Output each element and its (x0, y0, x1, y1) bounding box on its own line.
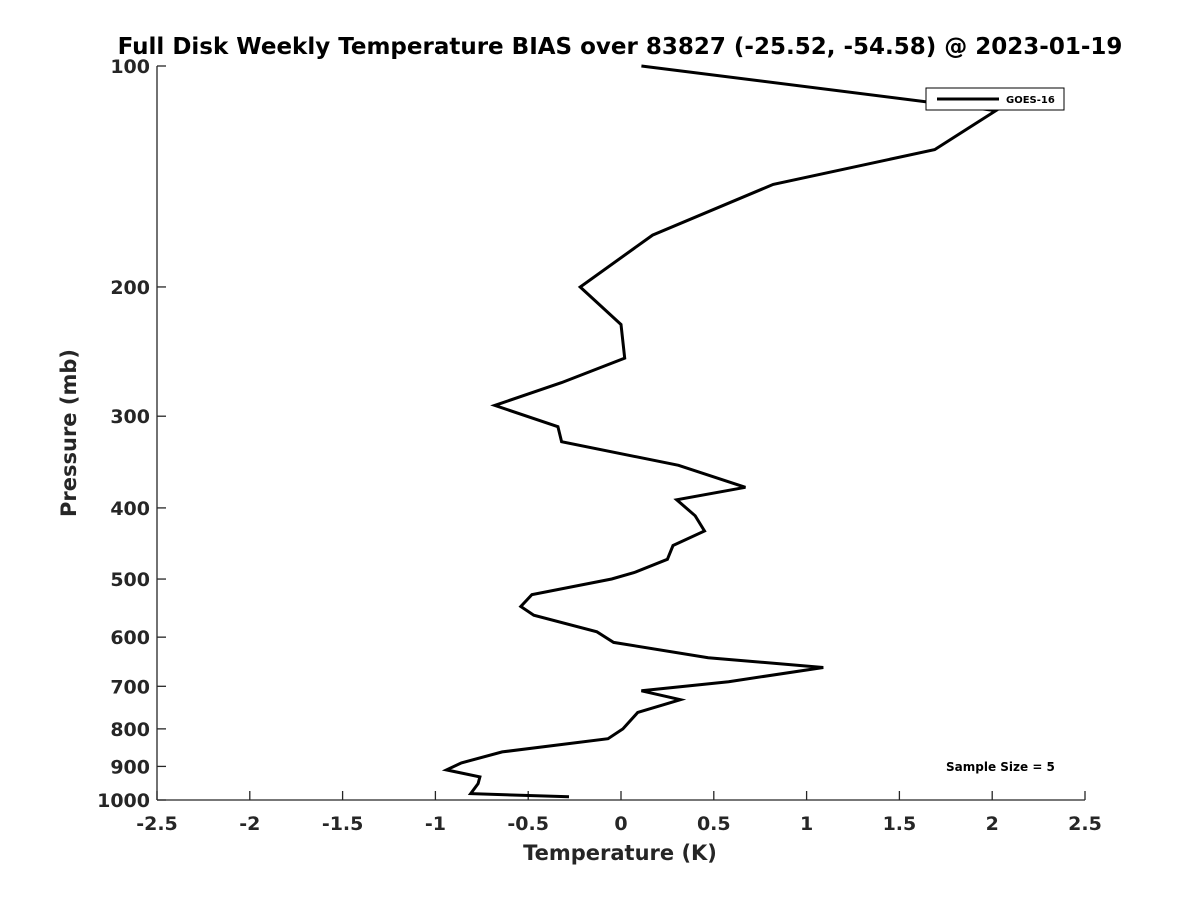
x-tick-label: 0 (614, 813, 627, 835)
y-tick-label: 700 (110, 676, 150, 698)
x-tick-label: -0.5 (507, 813, 549, 835)
x-tick-label: -2 (239, 813, 260, 835)
x-tick-label: -2.5 (136, 813, 178, 835)
series-line-goes-16 (441, 64, 1001, 799)
y-tick-label: 200 (110, 277, 150, 299)
x-axis-label: Temperature (K) (523, 841, 717, 865)
x-tick-label: -1.5 (322, 813, 364, 835)
y-tick-label: 300 (110, 406, 150, 428)
y-tick-label: 500 (110, 569, 150, 591)
y-tick-label: 1000 (97, 790, 150, 812)
y-tick-label: 800 (110, 719, 150, 741)
y-tick-label: 900 (110, 756, 150, 778)
y-tick-label: 100 (110, 56, 150, 78)
x-tick-label: -1 (425, 813, 446, 835)
x-axis-ticks: -2.5 -2 -1.5 -1 -0.5 0 0.5 1 1.5 2 2.5 (136, 791, 1102, 835)
legend-entry-goes-16: GOES-16 (1006, 95, 1055, 106)
y-tick-label: 400 (110, 498, 150, 520)
y-axis-label: Pressure (mb) (57, 349, 81, 517)
x-tick-label: 1.5 (883, 813, 917, 835)
sample-size-annotation: Sample Size = 5 (946, 760, 1055, 774)
series-group (441, 64, 1001, 799)
y-axis-ticks: 100 200 300 400 500 600 700 800 900 1000 (97, 56, 166, 812)
y-tick-label: 600 (110, 627, 150, 649)
axes (156, 66, 1085, 801)
x-tick-label: 2 (986, 813, 999, 835)
legend: GOES-16 (925, 87, 1065, 111)
x-tick-label: 1 (800, 813, 813, 835)
x-tick-label: 2.5 (1068, 813, 1102, 835)
x-tick-label: 0.5 (697, 813, 731, 835)
chart-title: Full Disk Weekly Temperature BIAS over 8… (118, 34, 1123, 60)
